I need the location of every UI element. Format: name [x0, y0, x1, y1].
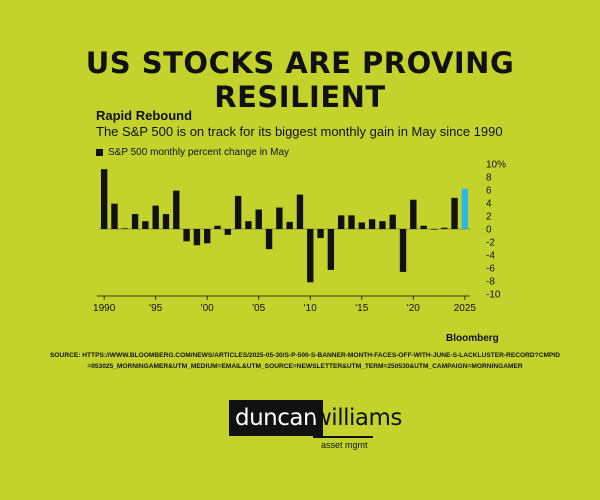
chart-subtitle: The S&P 500 is on track for its biggest …: [96, 124, 503, 139]
chart-legend: S&P 500 monthly percent change in May: [96, 147, 289, 158]
bar: [307, 229, 314, 283]
logo-second-word: williams: [313, 405, 402, 431]
bar: [152, 205, 159, 229]
bar: [368, 219, 376, 229]
x-tick-label: '95: [149, 303, 162, 314]
x-tick-label: 1990: [93, 303, 116, 314]
chart-credit: Bloomberg: [446, 333, 499, 344]
x-tick-label: '20: [407, 303, 420, 314]
x-tick-label: '05: [252, 303, 265, 314]
bar: [204, 229, 211, 244]
bar: [111, 203, 118, 229]
x-tick-label: '00: [201, 303, 214, 314]
bar: [420, 225, 427, 229]
x-tick-label: 2025: [454, 303, 477, 314]
source-citation: SOURCE: HTTPS://WWW.BLOOMBERG.COM/NEWS/A…: [50, 352, 560, 370]
bar: [131, 214, 139, 229]
bar: [276, 207, 283, 229]
bar: [142, 221, 149, 229]
legend-swatch: [96, 149, 103, 156]
bar: [379, 221, 386, 229]
logo-tagline: asset mgmt: [321, 440, 368, 450]
y-tick-label: -4: [486, 251, 495, 262]
bar: [327, 229, 335, 270]
bar: [451, 197, 458, 229]
bar: [183, 229, 190, 242]
bar: [224, 229, 232, 235]
bar: [337, 215, 345, 229]
bar: [121, 228, 128, 229]
bar: [296, 194, 304, 229]
bar: [317, 229, 324, 239]
bar: [100, 169, 108, 229]
y-tick-label: 2: [486, 212, 492, 223]
y-tick-label: -8: [486, 277, 495, 288]
bar: [399, 229, 407, 272]
y-tick-label: -6: [486, 264, 495, 275]
bar: [255, 209, 262, 229]
bar: [441, 227, 448, 229]
chart-title: Rapid Rebound: [96, 108, 193, 123]
bar: [286, 221, 293, 229]
bar: [410, 199, 417, 229]
bar: [430, 229, 438, 230]
bar: [348, 215, 355, 229]
y-tick-label: -2: [486, 238, 495, 249]
company-logo: duncan williams asset mgmt: [229, 400, 402, 460]
y-tick-label: -10: [486, 290, 501, 301]
y-tick-label: 8: [486, 173, 492, 184]
bar: [265, 229, 273, 250]
bar: [461, 188, 469, 229]
y-tick-label: 10%: [486, 160, 506, 171]
logo-rule: [313, 436, 373, 438]
y-tick-label: 6: [486, 186, 492, 197]
bar: [234, 195, 242, 229]
y-tick-label: 0: [486, 225, 492, 236]
headline: US STOCKS ARE PROVING RESILIENT: [85, 46, 515, 114]
bar: [214, 225, 221, 229]
x-tick-label: '15: [355, 303, 368, 314]
bar: [193, 229, 201, 246]
bar: [389, 214, 396, 229]
logo-main-word: duncan: [229, 400, 324, 436]
bar: [358, 222, 365, 229]
y-tick-label: 4: [486, 199, 492, 210]
x-tick-label: '10: [304, 303, 317, 314]
bar: [162, 214, 170, 229]
bar: [173, 190, 180, 229]
bar: [245, 221, 252, 229]
legend-label: S&P 500 monthly percent change in May: [108, 147, 290, 158]
